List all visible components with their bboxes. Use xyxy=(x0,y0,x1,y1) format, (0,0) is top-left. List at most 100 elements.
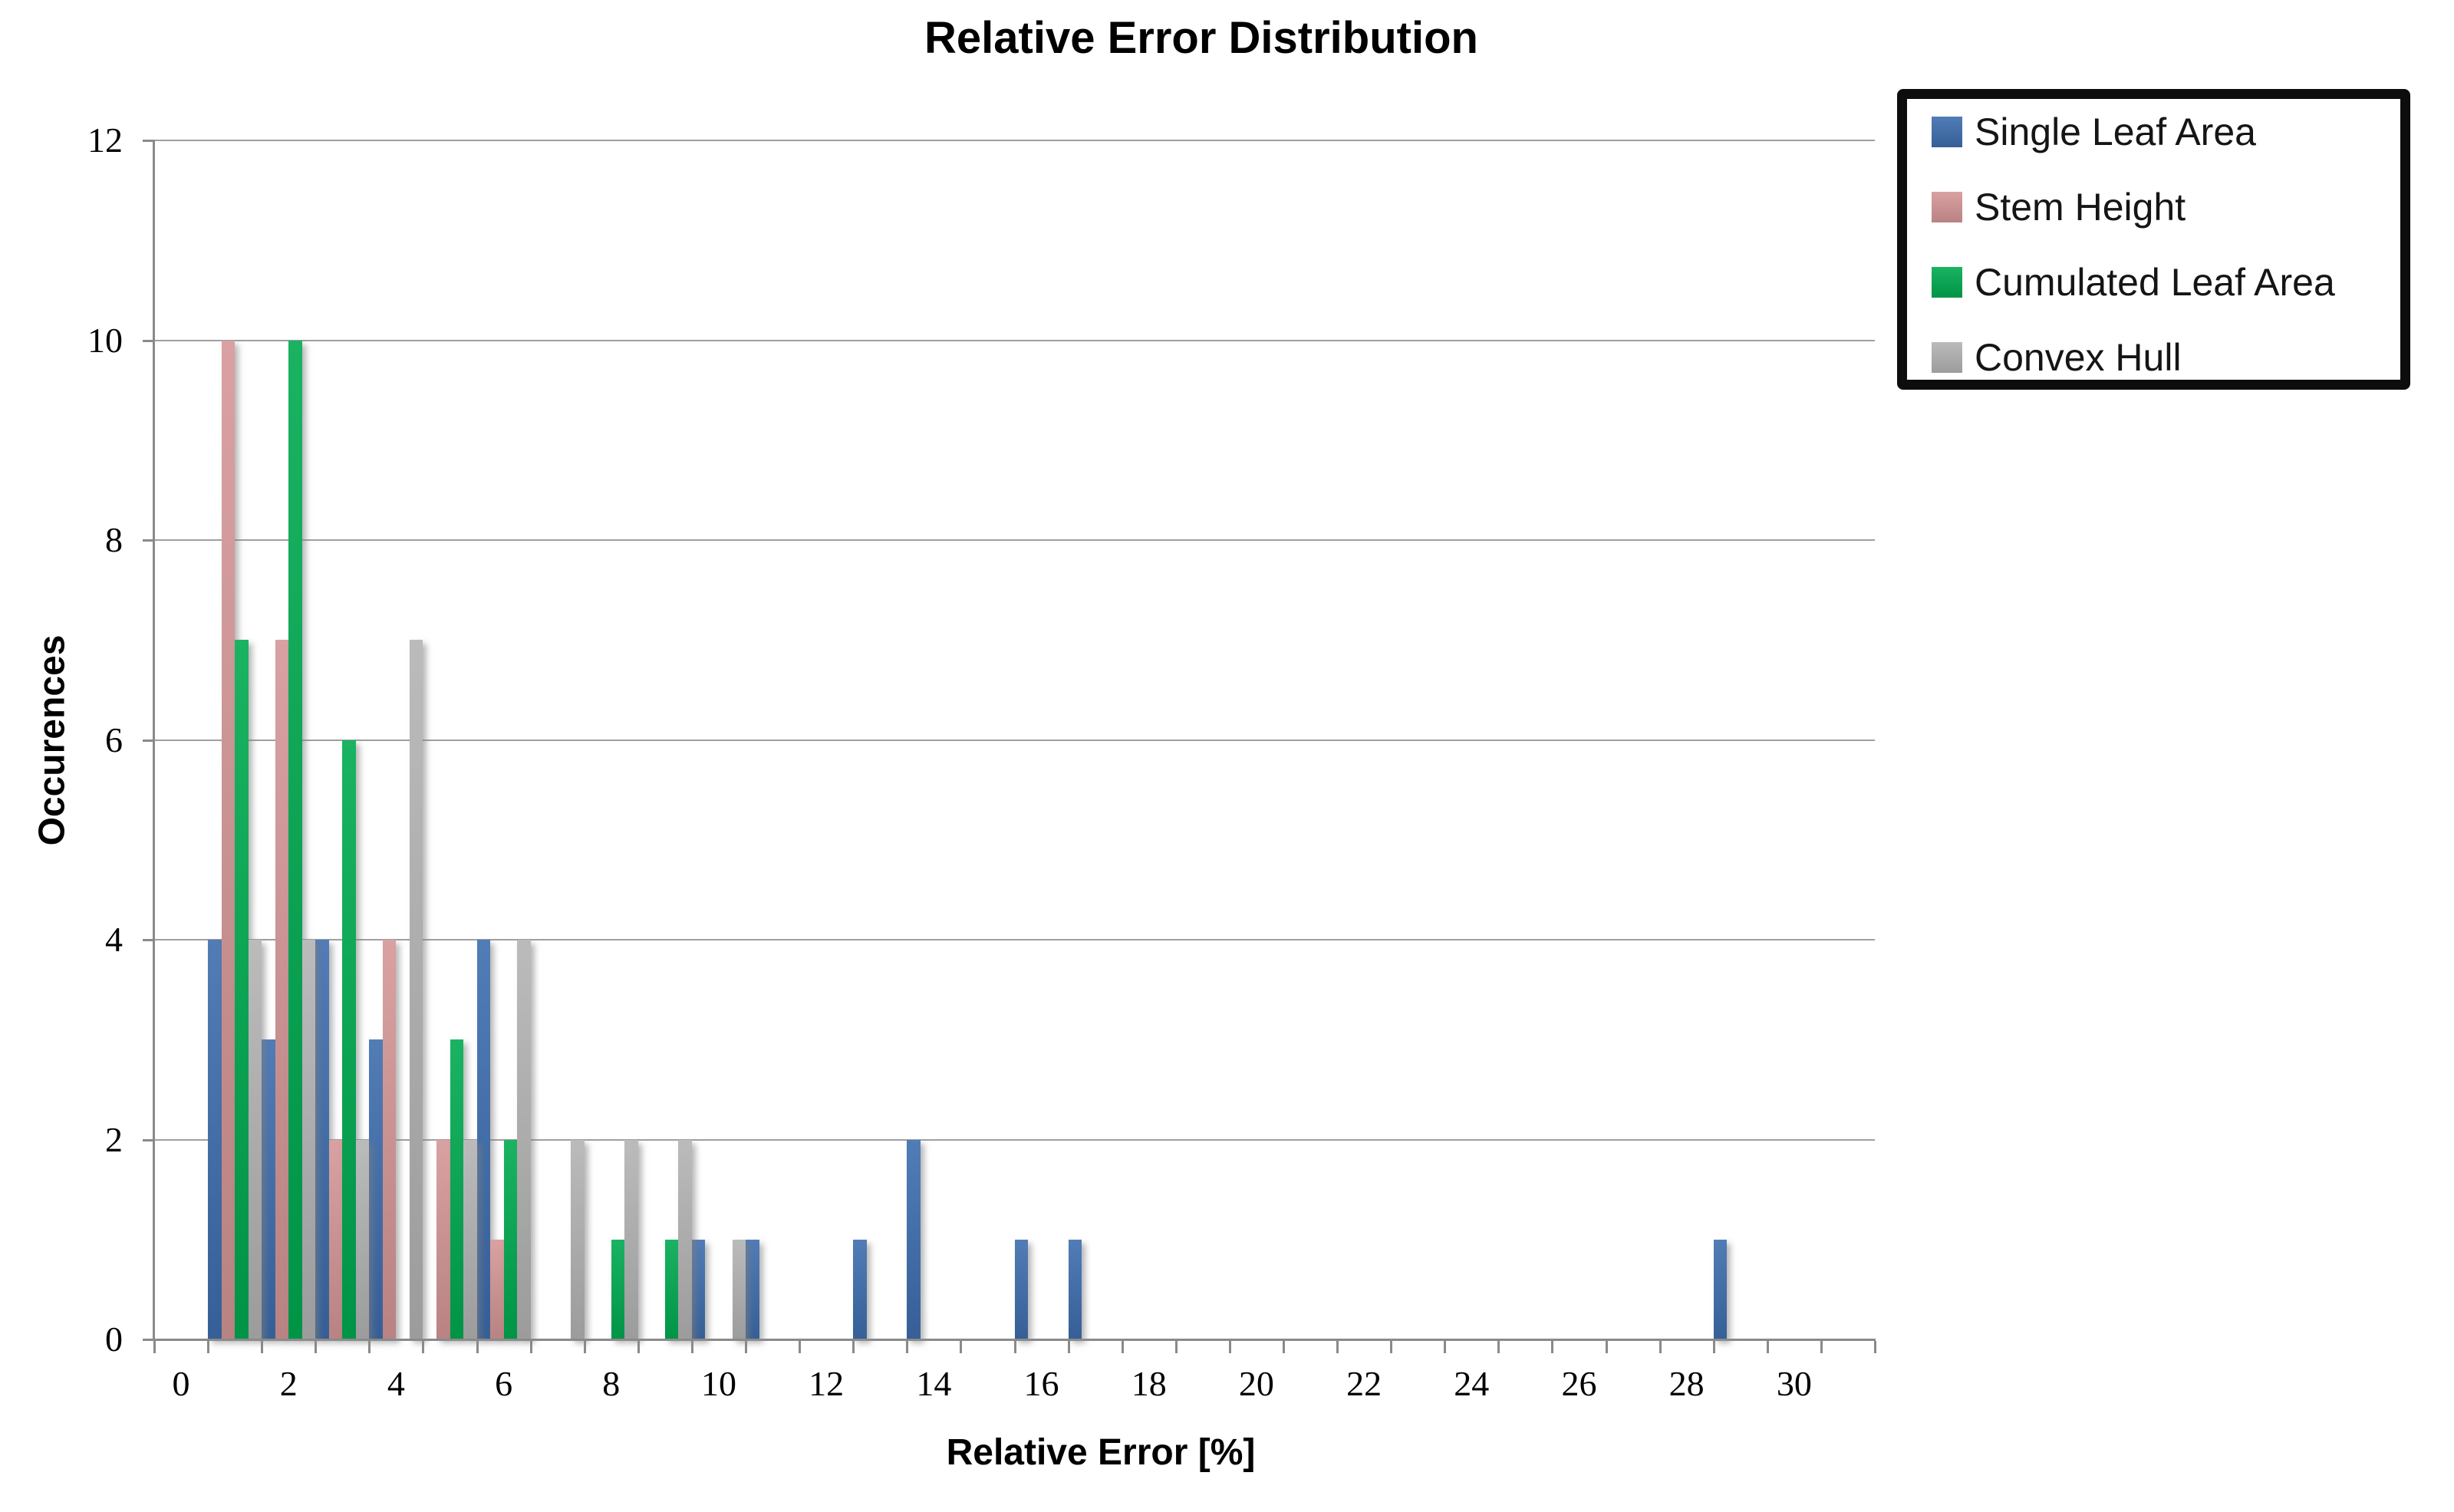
x-axis-tick xyxy=(1282,1341,1285,1353)
bar xyxy=(369,1039,383,1339)
legend: Single Leaf Area Stem Height Cumulated Lea… xyxy=(1897,89,2410,390)
bar xyxy=(1068,1239,1082,1339)
x-axis-tick xyxy=(1874,1341,1876,1353)
x-tick-label: 26 xyxy=(1561,1364,1597,1403)
x-tick-label: 28 xyxy=(1668,1364,1705,1403)
plot-area xyxy=(154,140,1875,1339)
y-axis-tick xyxy=(143,140,154,142)
x-axis-tick xyxy=(1497,1341,1500,1353)
legend-swatch xyxy=(1932,267,1962,298)
bar xyxy=(436,1139,450,1339)
bar xyxy=(1713,1239,1728,1339)
x-axis-tick xyxy=(906,1341,909,1353)
bar xyxy=(691,1239,706,1339)
x-axis-tick xyxy=(476,1341,479,1353)
y-tick-label: 12 xyxy=(87,120,123,160)
x-axis-line xyxy=(153,1339,1876,1341)
x-axis-tick xyxy=(368,1341,371,1353)
x-axis-tick xyxy=(261,1341,264,1353)
x-axis-tick xyxy=(153,1341,156,1353)
x-axis-title: Relative Error [%] xyxy=(946,1432,1256,1473)
legend-item-label: Stem Height xyxy=(1975,186,2186,229)
x-tick-label: 16 xyxy=(1023,1364,1059,1403)
bar xyxy=(463,1139,477,1339)
bar xyxy=(664,1239,679,1339)
x-axis-tick xyxy=(1766,1341,1769,1353)
y-tick-label: 6 xyxy=(105,720,123,759)
x-axis-tick xyxy=(1013,1341,1016,1353)
bar xyxy=(678,1139,692,1339)
bar xyxy=(262,1039,275,1339)
x-axis-tick xyxy=(960,1341,963,1353)
bar xyxy=(275,640,289,1339)
bar xyxy=(450,1039,464,1339)
x-axis-tick xyxy=(207,1341,210,1353)
bar xyxy=(208,940,222,1339)
bar xyxy=(355,1139,370,1339)
gridline xyxy=(154,140,1875,141)
bar xyxy=(1014,1239,1029,1339)
bar xyxy=(503,1139,518,1339)
bar xyxy=(221,340,236,1339)
legend-item-label: Single Leaf Area xyxy=(1975,110,2256,153)
x-tick-label: 18 xyxy=(1131,1364,1167,1403)
x-axis-tick xyxy=(745,1341,748,1353)
bar xyxy=(611,1239,625,1339)
y-axis-tick xyxy=(143,1138,154,1141)
x-axis-tick xyxy=(1336,1341,1339,1353)
bar xyxy=(490,1239,504,1339)
bar xyxy=(382,940,397,1339)
legend-item: Cumulated Leaf Area xyxy=(1932,261,2335,304)
legend-item: Single Leaf Area xyxy=(1932,110,2256,153)
x-axis-tick xyxy=(1659,1341,1662,1353)
x-axis-tick xyxy=(422,1341,425,1353)
x-tick-label: 6 xyxy=(495,1364,513,1403)
y-axis-tick xyxy=(143,939,154,941)
gridline xyxy=(154,539,1875,541)
x-axis-tick xyxy=(315,1341,318,1353)
x-axis-tick xyxy=(1712,1341,1715,1353)
x-axis-tick xyxy=(583,1341,586,1353)
gridline xyxy=(154,939,1875,940)
legend-item-label: Convex Hull xyxy=(1975,336,2182,379)
bar xyxy=(409,640,423,1339)
bar xyxy=(328,1139,343,1339)
y-axis-tick xyxy=(143,1339,154,1341)
y-tick-label: 4 xyxy=(105,920,123,959)
bar xyxy=(853,1239,867,1339)
bar xyxy=(624,1139,638,1339)
x-axis-tick xyxy=(1390,1341,1393,1353)
x-axis-tick xyxy=(637,1341,640,1353)
chart-title: Relative Error Distribution xyxy=(924,13,1478,63)
bar xyxy=(732,1239,746,1339)
bar xyxy=(288,340,302,1339)
bar xyxy=(248,940,262,1339)
bar xyxy=(315,940,329,1339)
legend-item-label: Cumulated Leaf Area xyxy=(1975,261,2335,304)
x-axis-tick xyxy=(1820,1341,1823,1353)
x-tick-label: 2 xyxy=(279,1364,298,1403)
x-axis-tick xyxy=(1551,1341,1554,1353)
y-axis-tick xyxy=(143,539,154,542)
bar xyxy=(517,940,531,1339)
y-axis-tick xyxy=(143,339,154,342)
bar xyxy=(571,1139,585,1339)
x-axis-tick xyxy=(1121,1341,1124,1353)
gridline xyxy=(154,1138,1875,1141)
legend-swatch xyxy=(1932,192,1962,222)
x-axis-tick xyxy=(1228,1341,1231,1353)
legend-item: Stem Height xyxy=(1932,186,2186,229)
bar xyxy=(907,1139,921,1339)
x-tick-label: 20 xyxy=(1238,1364,1274,1403)
x-axis-tick xyxy=(1444,1341,1447,1353)
legend-item: Convex Hull xyxy=(1932,336,2182,379)
y-tick-label: 0 xyxy=(105,1319,123,1359)
x-tick-label: 0 xyxy=(172,1364,190,1403)
gridline xyxy=(154,739,1875,741)
y-tick-label: 8 xyxy=(105,520,123,559)
x-tick-label: 24 xyxy=(1454,1364,1490,1403)
x-tick-label: 14 xyxy=(916,1364,952,1403)
x-tick-label: 30 xyxy=(1776,1364,1812,1403)
x-axis-tick xyxy=(529,1341,532,1353)
